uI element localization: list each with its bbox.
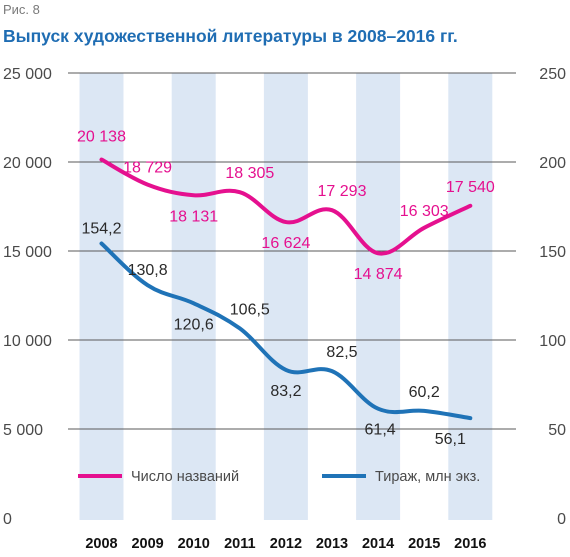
x-tick: 2009 [131,536,163,552]
data-label: 16 303 [400,203,449,220]
data-label: 60,2 [409,384,440,401]
y-right-tick: 250 [539,66,566,83]
data-label: 14 874 [354,266,403,283]
data-label: 82,5 [326,344,357,361]
y-right-tick: 150 [539,244,566,261]
x-tick: 2013 [316,536,348,552]
legend-label: Число названий [131,469,239,485]
x-tick: 2011 [224,536,255,552]
x-tick: 2014 [362,536,394,552]
data-label: 83,2 [270,383,301,400]
data-label: 130,8 [128,262,168,279]
y-left-tick: 25 000 [3,66,52,83]
figure-label: Рис. 8 [3,2,40,17]
x-tick: 2010 [178,536,210,552]
x-tick: 2015 [408,536,440,552]
y-left-tick: 10 000 [3,333,52,350]
y-left-tick: 20 000 [3,155,52,172]
series-line-print [99,241,473,421]
y-right-tick: 0 [557,511,566,528]
y-left-tick: 5 000 [3,422,43,439]
data-label: 16 624 [261,235,310,252]
x-tick: 2012 [270,536,302,552]
x-tick: 2016 [454,536,486,552]
y-left-tick: 0 [3,511,12,528]
data-label: 17 293 [318,183,367,200]
y-left-tick: 15 000 [3,244,52,261]
data-label: 18 131 [169,208,218,225]
year-band [448,73,493,520]
data-label: 56,1 [435,431,466,448]
year-band [79,73,124,520]
y-right-tick: 200 [539,155,566,172]
y-right-tick: 100 [539,333,566,350]
legend-label: Тираж, млн экз. [375,469,480,485]
data-label: 17 540 [446,179,495,196]
year-band [356,73,401,520]
chart-title: Выпуск художественной литературы в 2008–… [3,26,458,46]
data-label: 120,6 [174,316,214,333]
data-label: 18 305 [225,165,274,182]
series-line-titles [99,157,473,256]
data-label: 154,2 [81,221,121,238]
x-tick: 2008 [85,536,117,552]
year-band [263,73,308,520]
data-label: 61,4 [365,422,396,439]
data-label: 18 729 [123,160,172,177]
data-label: 106,5 [230,301,270,318]
data-label: 20 138 [77,129,126,146]
y-right-tick: 50 [548,422,566,439]
